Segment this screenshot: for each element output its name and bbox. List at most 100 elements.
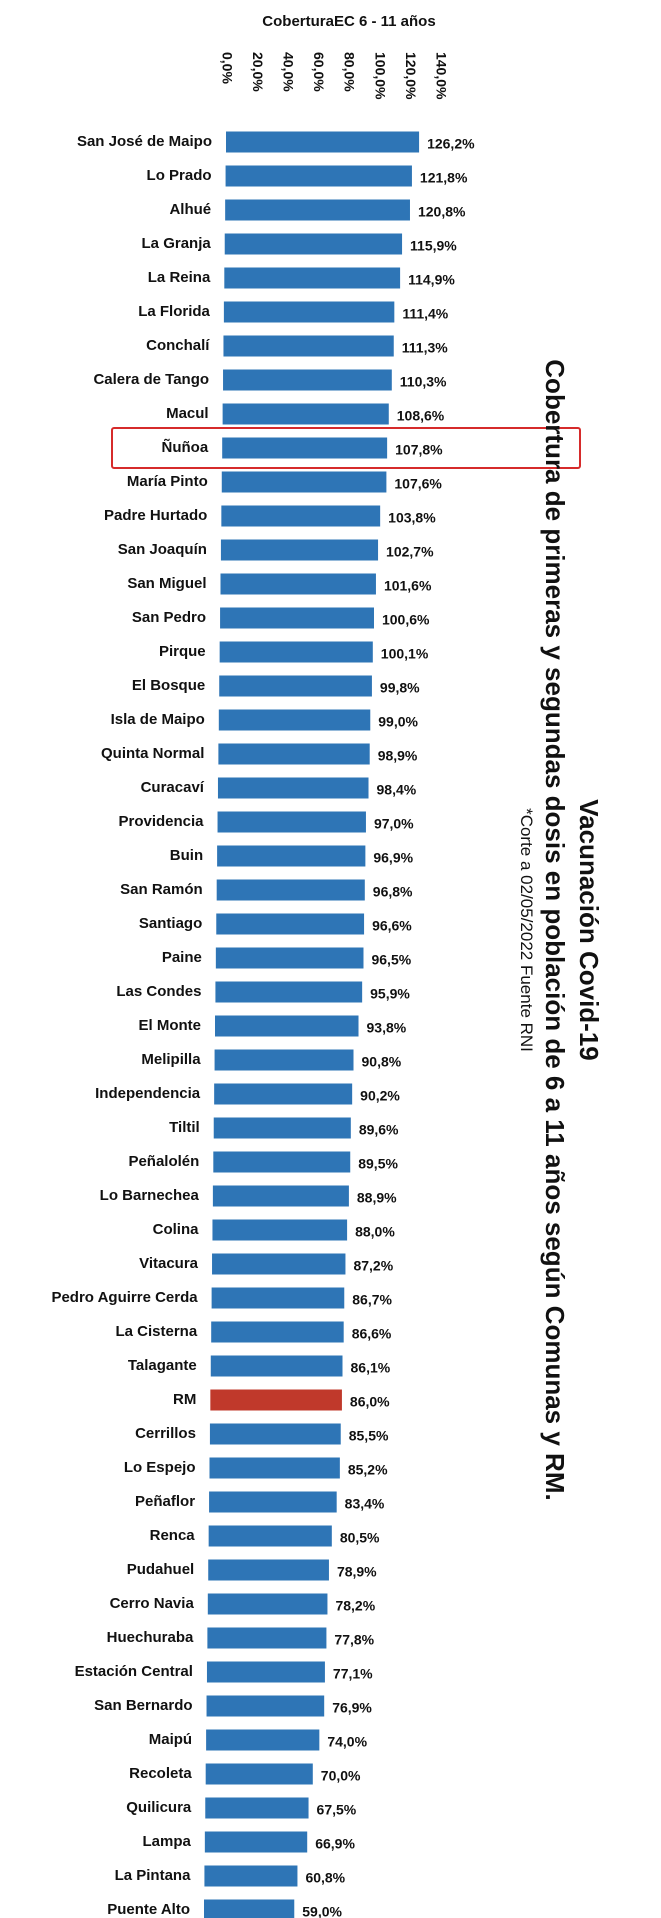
category-label: San Joaquín xyxy=(118,541,207,558)
x-tick-label: 20,0% xyxy=(250,52,266,92)
category-label: Paine xyxy=(162,949,202,966)
category-label: La Pintana xyxy=(115,1867,192,1884)
category-label: San Ramón xyxy=(120,881,203,898)
value-label: 80,5% xyxy=(340,1530,380,1546)
bar xyxy=(206,1695,325,1717)
bar xyxy=(205,1797,309,1819)
category-label: Conchalí xyxy=(146,337,210,354)
value-label: 86,7% xyxy=(352,1292,392,1308)
category-label: Lo Espejo xyxy=(124,1459,196,1476)
value-label: 78,2% xyxy=(335,1598,375,1614)
value-label: 98,4% xyxy=(377,782,417,798)
category-label: Macul xyxy=(166,405,209,422)
value-label: 88,9% xyxy=(357,1190,397,1206)
category-label: El Bosque xyxy=(132,677,205,694)
category-label: Independencia xyxy=(95,1085,201,1102)
value-label: 107,8% xyxy=(395,442,443,458)
category-label: Buin xyxy=(170,847,203,864)
value-label: 107,6% xyxy=(394,476,442,492)
category-label: Peñalolén xyxy=(128,1153,199,1170)
category-label: Las Condes xyxy=(116,983,201,1000)
value-label: 96,6% xyxy=(372,918,412,934)
category-label: San Pedro xyxy=(132,609,206,626)
category-label: San Miguel xyxy=(127,575,206,592)
value-label: 86,1% xyxy=(351,1360,391,1376)
bar-highlight xyxy=(210,1389,342,1411)
value-label: 66,9% xyxy=(315,1836,355,1852)
value-label: 99,8% xyxy=(380,680,420,696)
value-label: 97,0% xyxy=(374,816,414,832)
value-label: 95,9% xyxy=(370,986,410,1002)
bar xyxy=(214,1049,354,1071)
value-label: 74,0% xyxy=(327,1734,367,1750)
value-label: 60,8% xyxy=(305,1870,345,1886)
value-label: 114,9% xyxy=(408,272,455,288)
category-label: Providencia xyxy=(118,813,204,830)
bar xyxy=(211,1287,345,1309)
bar xyxy=(206,1661,325,1683)
bar xyxy=(216,879,365,901)
category-label: Curacaví xyxy=(141,779,205,796)
bar xyxy=(212,1253,346,1275)
bar xyxy=(215,947,364,969)
x-axis-ticks: 0,0% 20,0% 40,0% 60,0% 80,0% 100,0% 120,0% 140,… xyxy=(219,52,449,100)
bar xyxy=(218,743,370,765)
bar xyxy=(225,165,412,187)
bar xyxy=(217,811,366,833)
value-label: 101,6% xyxy=(384,578,432,594)
value-label: 111,4% xyxy=(402,306,448,322)
bar xyxy=(222,437,388,459)
category-label: Puente Alto xyxy=(107,1901,190,1918)
title-line1: Vacunación Covid-19 xyxy=(574,799,604,1061)
bar xyxy=(219,675,372,697)
category-label: Lampa xyxy=(142,1833,191,1850)
value-label: 89,6% xyxy=(359,1122,399,1138)
value-label: 102,7% xyxy=(386,544,434,560)
value-label: 86,6% xyxy=(352,1326,392,1342)
category-label: Talagante xyxy=(128,1357,197,1374)
value-label: 85,2% xyxy=(348,1462,388,1478)
value-label: 111,3% xyxy=(402,340,448,356)
bar xyxy=(209,1423,341,1445)
category-label: Tiltil xyxy=(169,1119,200,1136)
category-label: Ñuñoa xyxy=(162,438,209,456)
value-label: 70,0% xyxy=(321,1768,361,1784)
category-label: Huechuraba xyxy=(107,1629,194,1646)
value-label: 108,6% xyxy=(397,408,445,424)
bar xyxy=(220,573,376,595)
value-label: 77,8% xyxy=(334,1632,374,1648)
category-label: Lo Prado xyxy=(147,167,212,184)
value-label: 100,1% xyxy=(381,646,429,662)
value-label: 67,5% xyxy=(317,1802,357,1818)
title-line2: Cobertura de primeras y segundas dosis e… xyxy=(540,359,570,1501)
bar xyxy=(212,1219,348,1241)
category-label: Vitacura xyxy=(139,1255,199,1272)
category-label: Santiago xyxy=(139,915,202,932)
bar xyxy=(213,1117,351,1139)
bar xyxy=(217,845,366,867)
bar xyxy=(215,1015,359,1037)
value-label: 100,6% xyxy=(382,612,430,628)
value-label: 121,8% xyxy=(420,170,468,186)
value-label: 59,0% xyxy=(302,1904,342,1918)
bar xyxy=(215,981,363,1003)
source-note: *Corte a 02/05/2022 Fuente RNI xyxy=(517,808,536,1052)
bar-rows: San José de Maipo 126,2% Lo Prado 121,8% Alh… xyxy=(51,131,581,1918)
value-label: 96,5% xyxy=(371,952,411,968)
bar xyxy=(221,505,381,527)
x-tick-label: 140,0% xyxy=(433,52,449,100)
bar xyxy=(204,1831,308,1853)
value-label: 78,9% xyxy=(337,1564,377,1580)
value-label: 88,0% xyxy=(355,1224,395,1240)
bar xyxy=(207,1627,327,1649)
value-label: 86,0% xyxy=(350,1394,390,1410)
value-label: 99,0% xyxy=(378,714,418,730)
value-label: 96,9% xyxy=(373,850,413,866)
bar xyxy=(214,1083,353,1105)
category-label: Cerro Navia xyxy=(110,1595,195,1612)
category-label: San Bernardo xyxy=(94,1697,192,1714)
bar xyxy=(207,1593,328,1615)
bar xyxy=(209,1457,340,1479)
category-label: Isla de Maipo xyxy=(111,711,205,728)
